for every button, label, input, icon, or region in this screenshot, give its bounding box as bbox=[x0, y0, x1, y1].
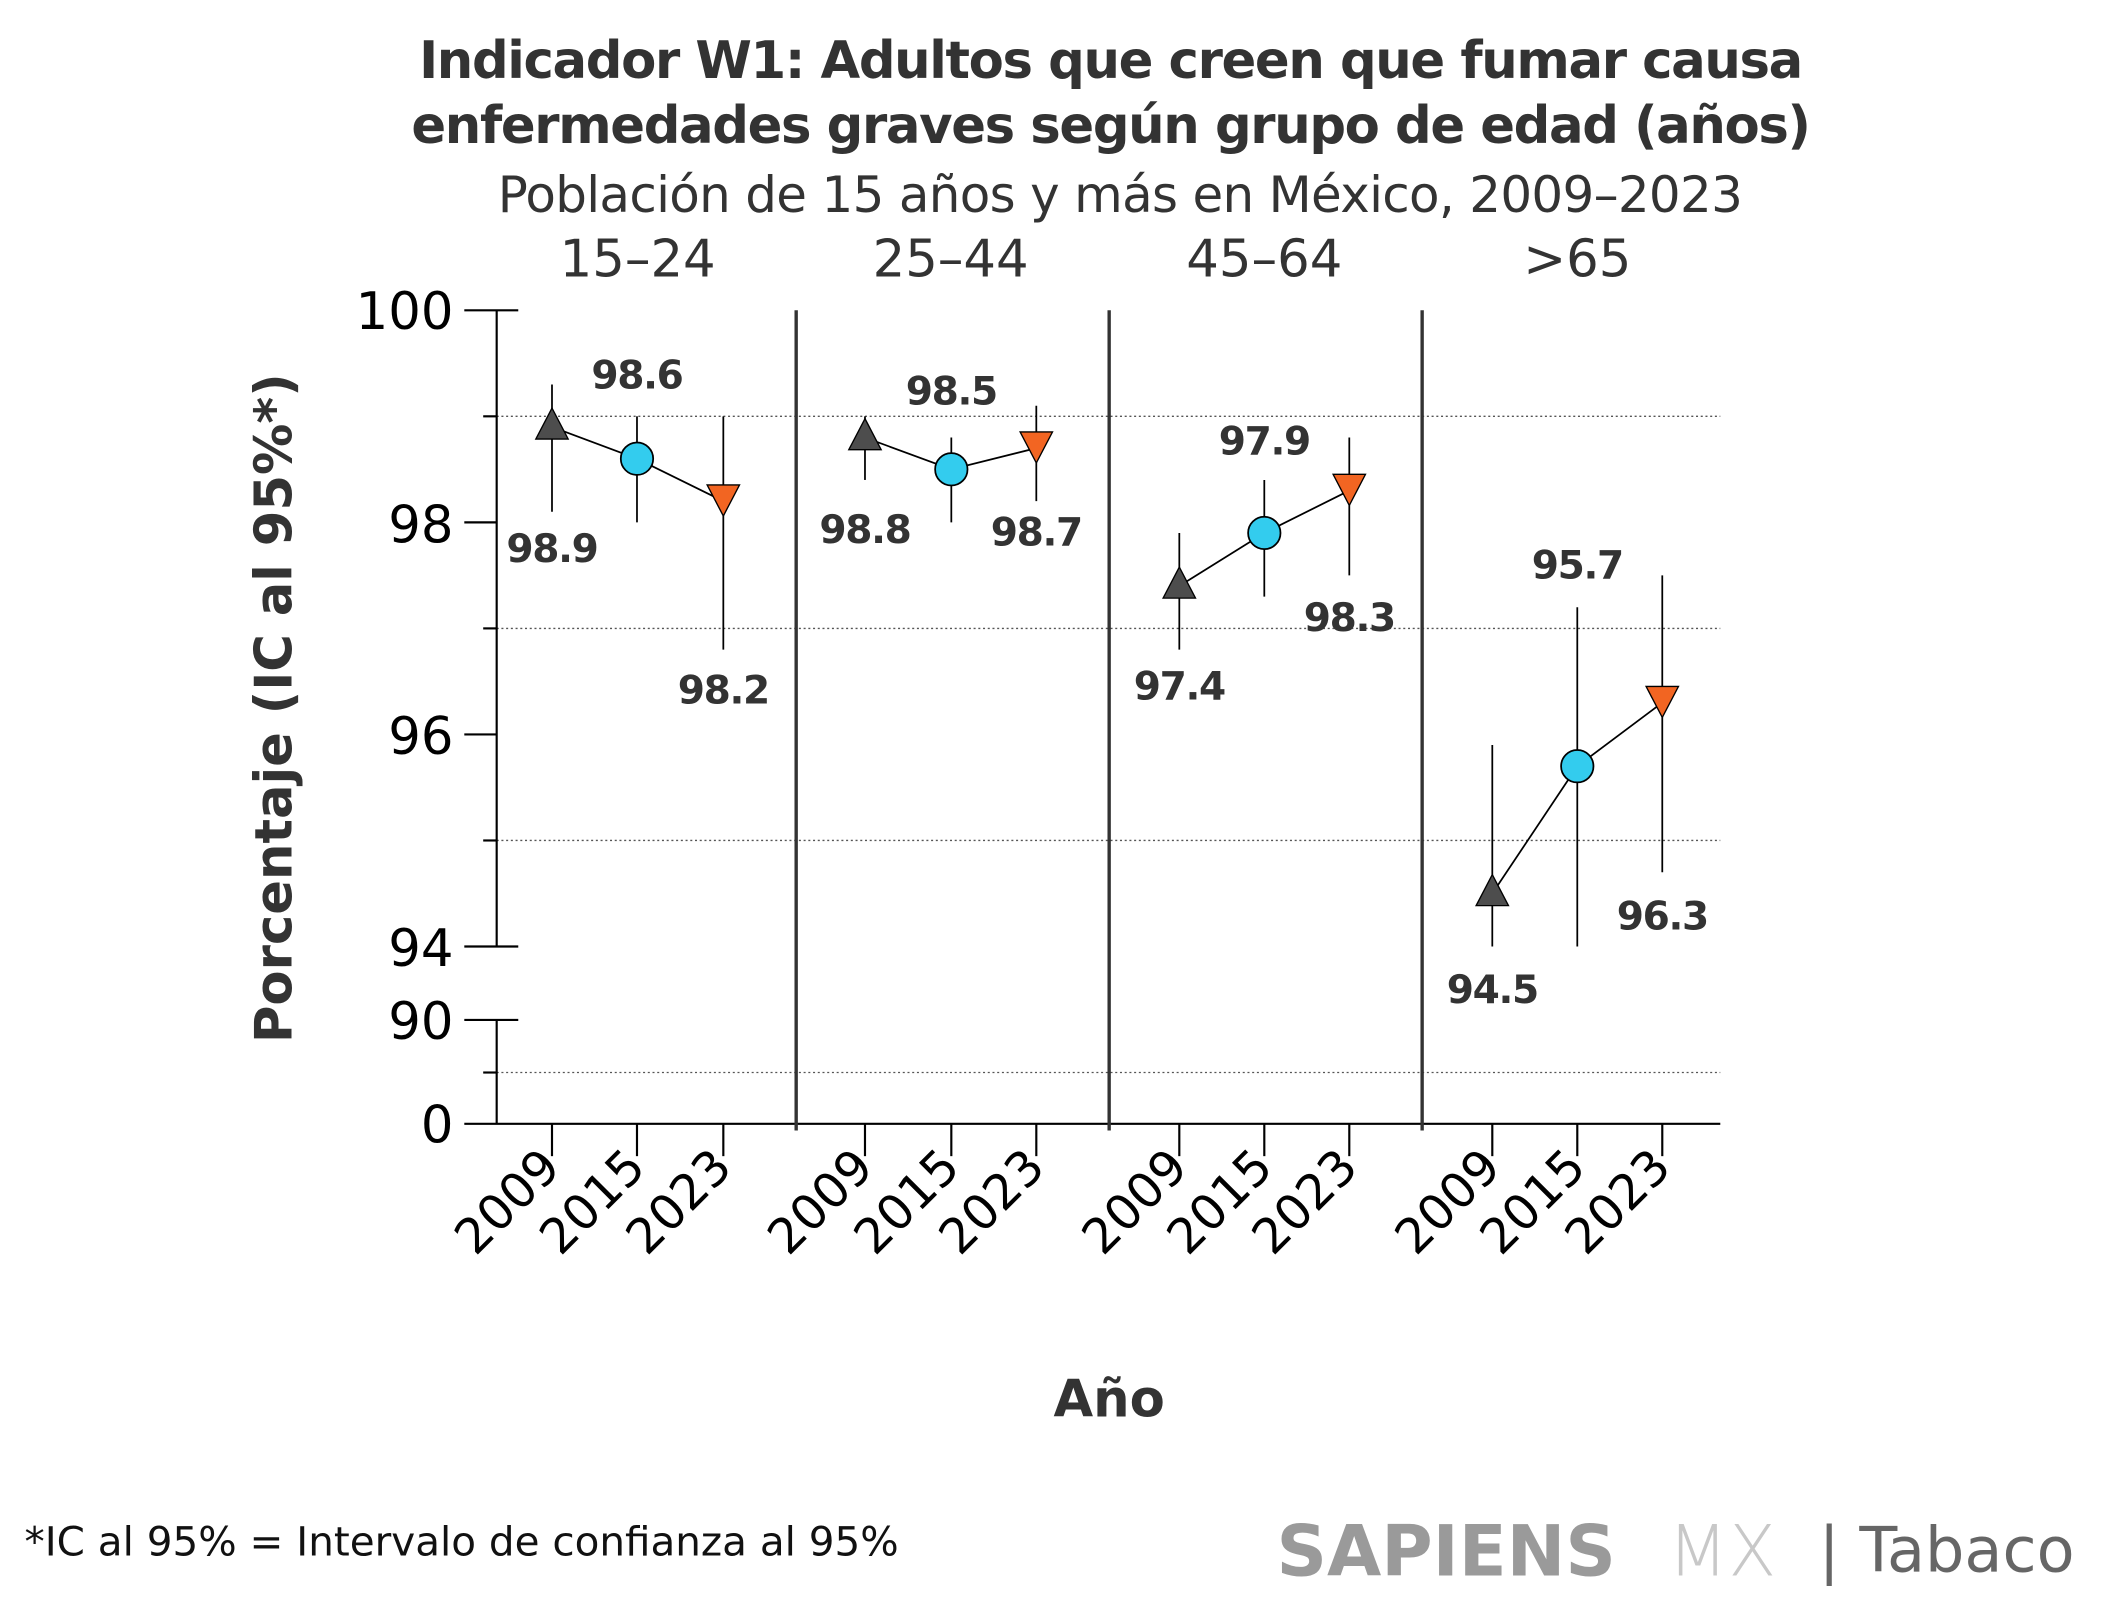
marker-circle bbox=[619, 441, 655, 476]
logo-brand: SAPIENS bbox=[1276, 1511, 1615, 1593]
y-tick-label: 94 bbox=[388, 919, 453, 979]
data-label: 98.6 bbox=[591, 354, 682, 399]
data-label: 97.9 bbox=[1219, 420, 1310, 465]
marker-triangle-down bbox=[1644, 685, 1680, 719]
y-axis-label: Porcentaje (IC al 95%*) bbox=[245, 373, 305, 1043]
x-axis-label: Año bbox=[1053, 1370, 1164, 1430]
marker-triangle-up bbox=[847, 417, 883, 451]
marker-triangle-down bbox=[1331, 473, 1367, 507]
panel-title: 45–64 bbox=[1186, 230, 1342, 290]
marker-triangle-down bbox=[1019, 431, 1054, 465]
data-label: 98.8 bbox=[819, 508, 910, 553]
marker-circle bbox=[1247, 515, 1282, 551]
data-label: 98.3 bbox=[1304, 596, 1395, 641]
data-label: 98.9 bbox=[506, 527, 597, 572]
data-label: 98.2 bbox=[678, 669, 769, 714]
panel-title: >65 bbox=[1523, 230, 1631, 290]
marker-triangle-up bbox=[1474, 873, 1510, 907]
y-tick-label: 98 bbox=[388, 495, 453, 555]
logo-suffix: MX bbox=[1668, 1511, 1777, 1593]
marker-triangle-up bbox=[534, 406, 570, 440]
data-label: 97.4 bbox=[1134, 664, 1225, 709]
sapiens-mx-logo: SAPIENS MX | Tabaco bbox=[1276, 1511, 2074, 1593]
y-tick-label: 96 bbox=[388, 707, 453, 767]
data-label: 98.7 bbox=[991, 510, 1082, 555]
data-label: 94.5 bbox=[1447, 968, 1538, 1013]
logo-section: | Tabaco bbox=[1819, 1514, 2075, 1588]
marker-triangle-up bbox=[1162, 565, 1197, 599]
marker-triangle-down bbox=[706, 484, 741, 518]
y-tick-label: 100 bbox=[356, 282, 454, 342]
data-label: 95.7 bbox=[1532, 544, 1623, 589]
marker-circle bbox=[934, 452, 969, 487]
data-label: 96.3 bbox=[1617, 894, 1708, 939]
chart-title-line-2: enfermedades graves según grupo de edad … bbox=[411, 96, 1809, 156]
y-tick-label: 0 bbox=[421, 1096, 454, 1156]
data-label: 98.5 bbox=[906, 370, 997, 415]
footnote: *IC al 95% = Intervalo de confianza al 9… bbox=[25, 1517, 899, 1565]
panel-title: 25–44 bbox=[873, 230, 1029, 290]
marker-circle bbox=[1560, 749, 1595, 784]
panel-title: 15–24 bbox=[560, 230, 716, 290]
chart-title-line-1: Indicador W1: Adultos que creen que fuma… bbox=[419, 31, 1802, 91]
chart-subtitle: Población de 15 años y más en México, 20… bbox=[498, 166, 1742, 224]
y-tick-label: 90 bbox=[388, 992, 453, 1052]
